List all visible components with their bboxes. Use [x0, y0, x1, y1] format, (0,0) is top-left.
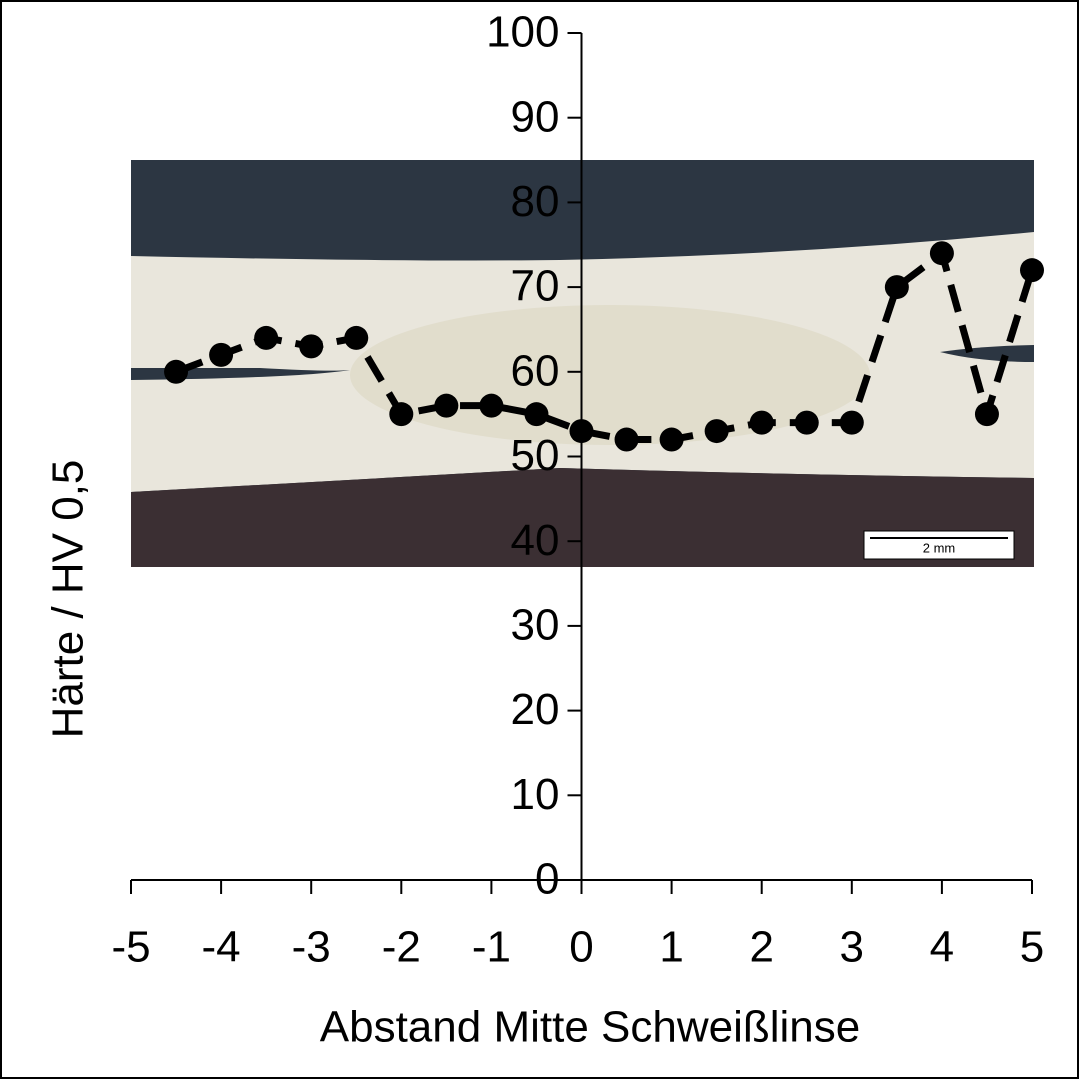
data-point: [884, 275, 909, 300]
x-tick-label: -1: [472, 923, 511, 972]
data-point: [389, 402, 414, 427]
data-point: [569, 419, 594, 444]
scale-bar-label: 2 mm: [923, 540, 956, 555]
data-point: [209, 342, 234, 367]
data-point: [749, 410, 774, 435]
data-point: [254, 325, 279, 350]
weld-nugget: [350, 305, 870, 445]
data-point: [974, 402, 999, 427]
y-tick-label: 90: [511, 92, 560, 141]
y-tick-label: 0: [535, 855, 559, 904]
x-tick-label: -3: [292, 923, 331, 972]
data-point: [929, 241, 954, 266]
data-point: [434, 393, 459, 418]
x-tick-label: 3: [840, 923, 864, 972]
x-tick-label: 0: [569, 923, 593, 972]
y-tick-label: 10: [511, 770, 560, 819]
y-tick-label: 20: [511, 685, 560, 734]
x-tick-label: 4: [930, 923, 954, 972]
data-point: [524, 402, 549, 427]
gap-right: [940, 345, 1034, 362]
x-tick-label: 2: [749, 923, 773, 972]
data-point: [1020, 258, 1044, 283]
x-tick-label: -2: [382, 923, 421, 972]
data-point: [344, 325, 369, 350]
y-tick-label: 80: [511, 177, 560, 226]
x-axis-title: Abstand Mitte Schweißlinse: [320, 1003, 860, 1052]
data-point: [299, 334, 324, 359]
data-point: [164, 359, 189, 384]
x-tick-label: 5: [1020, 923, 1044, 972]
y-tick-label: 40: [511, 516, 560, 565]
y-tick-label: 30: [511, 601, 560, 650]
data-point: [839, 410, 864, 435]
y-tick-label: 70: [511, 262, 560, 311]
data-point: [659, 427, 684, 452]
data-point: [704, 419, 729, 444]
y-tick-label: 100: [486, 8, 559, 57]
y-tick-label: 60: [511, 346, 560, 395]
x-tick-label: -5: [111, 923, 150, 972]
data-point: [794, 410, 819, 435]
data-point: [479, 393, 504, 418]
scale-bar: [863, 530, 1015, 560]
x-tick-label: -4: [202, 923, 241, 972]
y-axis-title: Härte / HV 0,5: [44, 460, 93, 739]
y-tick-label: 50: [511, 431, 560, 480]
data-point: [614, 427, 639, 452]
x-tick-label: 1: [659, 923, 683, 972]
